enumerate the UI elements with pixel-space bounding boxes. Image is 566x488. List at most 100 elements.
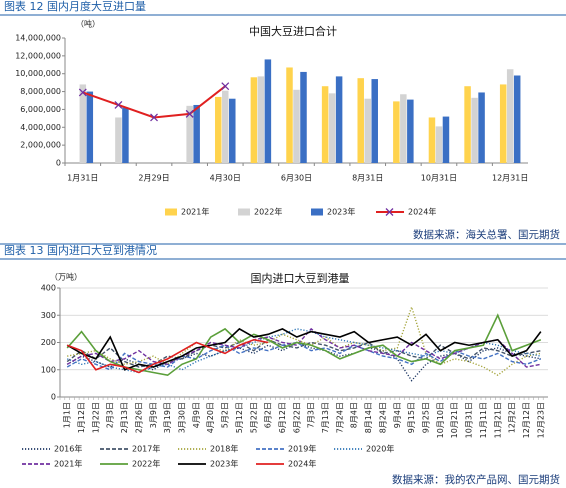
source: 数据来源：海关总署、国元期货 xyxy=(413,228,560,241)
bar xyxy=(115,117,122,163)
bar xyxy=(393,101,400,163)
bar xyxy=(513,75,521,163)
x-tick-label: 8月14日 xyxy=(364,402,373,433)
x-tick-label: 8月24日 xyxy=(378,402,387,433)
x-tick-label: 10月21日 xyxy=(450,402,459,438)
x-tick-label: 4月20日 xyxy=(206,402,215,433)
figure-label: 图表 13 国内进口大豆到港情况 xyxy=(4,243,157,257)
bar xyxy=(250,77,258,163)
y-tick-label: 300 xyxy=(41,311,56,320)
bar xyxy=(79,84,87,163)
bar xyxy=(257,76,265,163)
x-tick-label: 7月13日 xyxy=(321,402,330,433)
x-tick-label: 10月10日 xyxy=(436,402,445,438)
x-tick-label: 5月22日 xyxy=(249,402,258,433)
bar xyxy=(328,93,336,163)
x-tick-label: 8月4日 xyxy=(350,402,359,428)
y-tick-label: 6,000,000 xyxy=(20,105,61,114)
x-tick-label: 2月13日 xyxy=(120,402,129,433)
legend-label: 2017年 xyxy=(132,444,160,454)
bar xyxy=(435,126,443,163)
line xyxy=(66,338,269,374)
x-tick-label: 6月2日 xyxy=(264,402,273,428)
bar xyxy=(335,76,343,163)
bar xyxy=(442,116,450,163)
legend-label: 2021年 xyxy=(181,207,209,217)
x-tick-label: 4月30日 xyxy=(210,174,241,183)
legend-label: 2019年 xyxy=(288,444,316,454)
bar xyxy=(400,94,407,163)
x-tick-label: 7月24日 xyxy=(335,402,344,433)
marker xyxy=(221,82,230,91)
line xyxy=(66,327,541,368)
x-tick-label: 1月1日 xyxy=(63,402,72,428)
x-tick-label: 1月31日 xyxy=(67,174,98,183)
marker xyxy=(78,88,87,97)
marker xyxy=(114,101,123,109)
legend-label: 2016年 xyxy=(54,444,82,454)
x-tick-label: 6月30日 xyxy=(281,174,312,183)
x-tick-label: 3月19日 xyxy=(163,402,172,433)
figure-label: 图表 12 国内月度大豆进口量 xyxy=(4,0,146,13)
legend-swatch xyxy=(311,208,323,216)
x-tick-label: 12月2日 xyxy=(508,402,517,433)
chart-title: 国内进口大豆到港量 xyxy=(251,271,350,285)
legend-swatch xyxy=(385,208,394,216)
legend-swatch xyxy=(238,208,250,216)
legend-label: 2022年 xyxy=(254,207,282,217)
line xyxy=(66,338,541,368)
bar xyxy=(229,98,236,163)
y-tick-label: 0 xyxy=(51,393,56,402)
legend-label: 2020年 xyxy=(366,444,394,454)
x-tick-label: 9月25日 xyxy=(422,402,431,433)
bar xyxy=(293,89,300,163)
bar xyxy=(186,105,193,163)
y-tick-label: 4,000,000 xyxy=(20,123,61,132)
y-axis-label: （万吨） xyxy=(50,272,82,282)
bar xyxy=(122,107,129,163)
legend-label: 2018年 xyxy=(210,444,238,454)
bar xyxy=(193,104,200,163)
legend-label: 2023年 xyxy=(210,459,238,469)
x-tick-label: 7月3日 xyxy=(307,402,316,428)
x-tick-label: 11月21日 xyxy=(493,402,502,438)
bar xyxy=(407,99,414,163)
bar xyxy=(506,69,514,163)
bar xyxy=(86,91,94,163)
line xyxy=(66,328,541,374)
bar xyxy=(471,97,478,163)
line xyxy=(67,304,541,377)
line xyxy=(66,341,542,371)
x-tick-label: 1月22日 xyxy=(91,402,100,433)
y-tick-label: 14,000,000 xyxy=(15,34,61,43)
y-tick-label: 400 xyxy=(41,284,56,293)
legend-label: 2024年 xyxy=(408,207,436,217)
x-tick-label: 11月11日 xyxy=(479,402,488,438)
bar xyxy=(321,86,329,163)
bar xyxy=(371,79,378,163)
source: 数据来源：我的农产品网、国元期货 xyxy=(392,473,560,486)
x-tick-label: 3月9日 xyxy=(149,402,158,428)
marker xyxy=(150,113,158,122)
line xyxy=(82,85,226,119)
legend-swatch xyxy=(165,208,177,216)
x-tick-label: 6月12日 xyxy=(278,402,287,433)
x-tick-label: 10月31日 xyxy=(465,402,474,438)
x-tick-label: 9月15日 xyxy=(407,402,416,433)
bar xyxy=(499,84,507,163)
x-tick-label: 1月12日 xyxy=(77,402,86,433)
bar xyxy=(364,98,371,163)
line xyxy=(66,327,542,371)
x-tick-label: 9月4日 xyxy=(393,402,402,428)
x-tick-label: 12月23日 xyxy=(536,402,545,438)
line xyxy=(66,313,542,377)
bar xyxy=(300,71,307,163)
y-tick-label: 12,000,000 xyxy=(15,51,61,60)
legend-label: 2023年 xyxy=(327,207,355,217)
x-tick-label: 4月9日 xyxy=(192,402,201,428)
x-tick-label: 8月31日 xyxy=(352,174,383,183)
x-tick-label: 6月22日 xyxy=(292,402,301,433)
x-tick-label: 12月31日 xyxy=(492,174,528,183)
y-tick-label: 200 xyxy=(41,338,56,347)
